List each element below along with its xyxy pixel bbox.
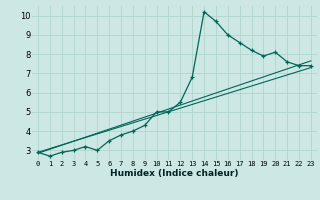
X-axis label: Humidex (Indice chaleur): Humidex (Indice chaleur) — [110, 169, 239, 178]
